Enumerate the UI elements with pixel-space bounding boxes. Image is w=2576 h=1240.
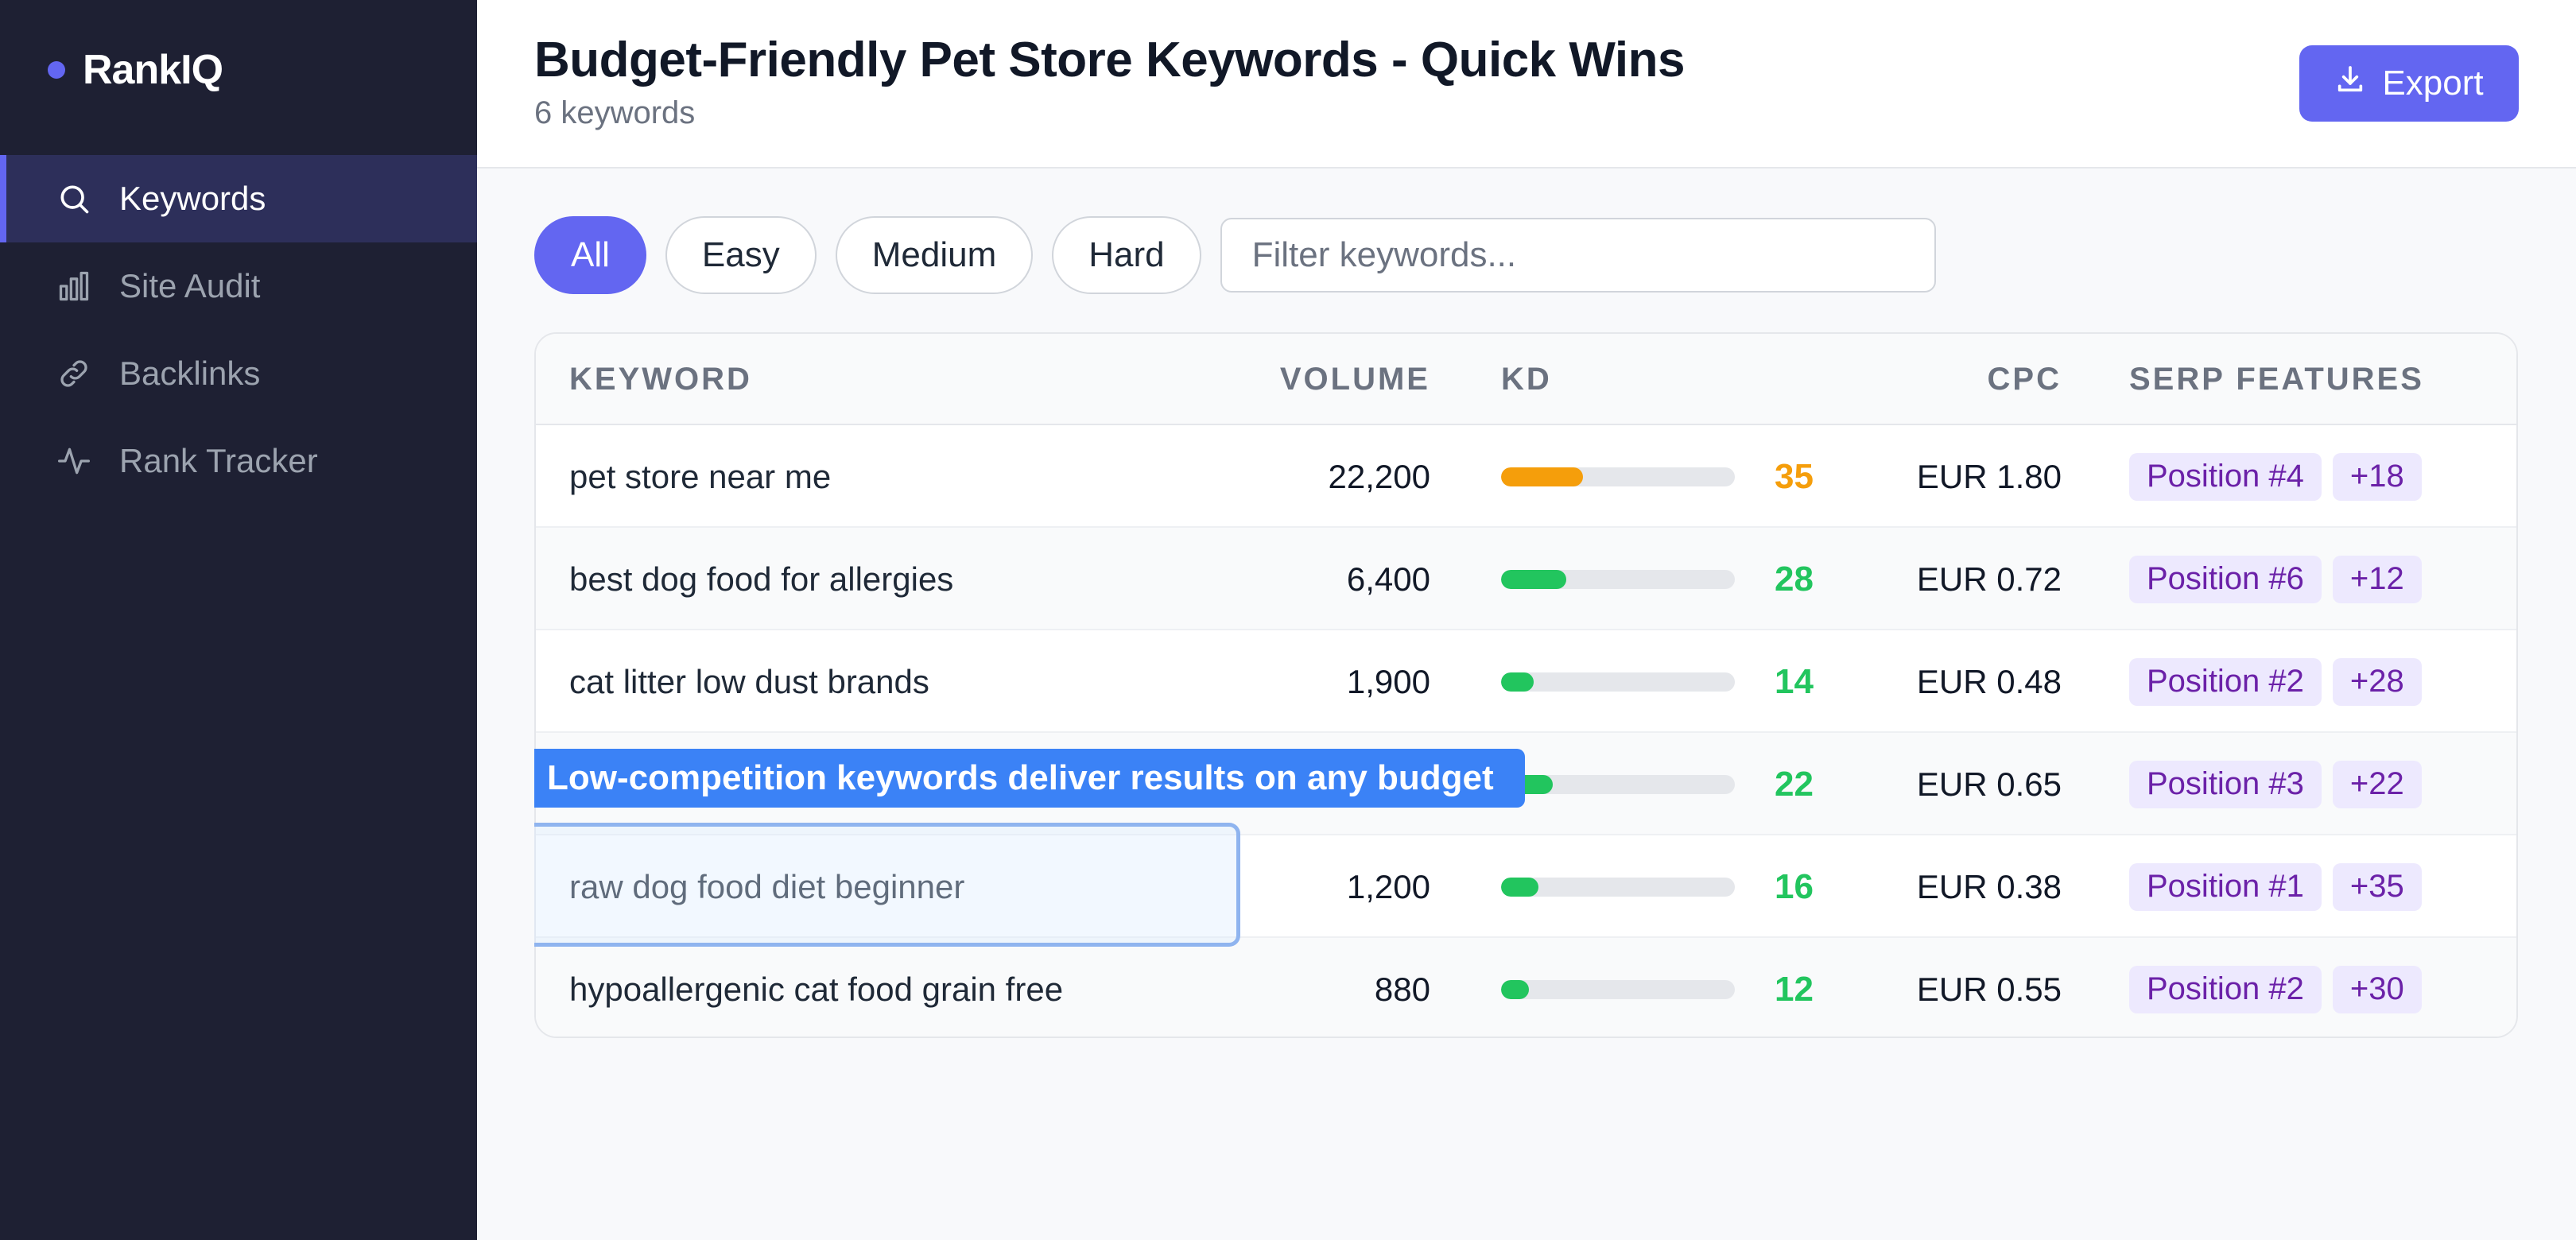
cpc-cell: EUR 0.38	[1916, 867, 2062, 905]
filter-keywords-input[interactable]	[1220, 218, 1936, 293]
table-row[interactable]: pet store near me 22,200 35 EUR 1.80 Pos…	[536, 425, 2516, 528]
keyword-count: 6 keywords	[534, 95, 696, 130]
cpc-cell: EUR 0.48	[1916, 662, 2062, 700]
sidebar-item-rank-tracker[interactable]: Rank Tracker	[0, 417, 477, 505]
sidebar-item-label: Backlinks	[119, 355, 261, 392]
export-label: Export	[2382, 64, 2484, 103]
table-row[interactable]: best dog food for allergies 6,400 28 EUR…	[536, 528, 2516, 630]
annotation-callout: Low-competition keywords deliver results…	[534, 749, 1525, 808]
column-header-volume[interactable]: VOLUME	[1279, 362, 1430, 397]
keyword-cell: best dog food for allergies	[569, 560, 954, 598]
position-badge: Position #6	[2129, 555, 2322, 603]
sidebar-nav: Keywords Site Audit Backlinks Rank Track…	[0, 155, 477, 505]
serp-features-cell: Position #4 +18	[2129, 425, 2422, 528]
extra-features-badge[interactable]: +12	[2332, 555, 2422, 603]
page-title: Budget-Friendly Pet Store Keywords - Qui…	[534, 33, 1685, 87]
brand[interactable]: RankIQ	[48, 46, 223, 94]
download-icon	[2334, 64, 2366, 104]
sidebar-item-label: Rank Tracker	[119, 442, 318, 479]
filter-pill-all[interactable]: All	[534, 216, 646, 294]
serp-features-cell: Position #1 +35	[2129, 835, 2422, 938]
sidebar-item-site-audit[interactable]: Site Audit	[0, 242, 477, 330]
cpc-cell: EUR 1.80	[1916, 457, 2062, 495]
kd-value: 12	[1775, 969, 1814, 1009]
extra-features-badge[interactable]: +18	[2332, 452, 2422, 501]
kd-value: 22	[1775, 764, 1814, 804]
volume-cell: 1,900	[1346, 662, 1430, 700]
kd-bar	[1501, 878, 1735, 897]
kd-value: 16	[1775, 866, 1814, 906]
serp-features-cell: Position #3 +22	[2129, 733, 2422, 835]
extra-features-badge[interactable]: +22	[2332, 760, 2422, 808]
position-badge: Position #2	[2129, 657, 2322, 706]
position-badge: Position #3	[2129, 760, 2322, 808]
row-highlight-box	[534, 823, 1240, 947]
kd-bar	[1501, 467, 1735, 486]
brand-name: RankIQ	[83, 47, 223, 93]
kd-value: 14	[1775, 661, 1814, 701]
keyword-cell: raw dog food diet beginner	[569, 867, 965, 905]
position-badge: Position #1	[2129, 862, 2322, 911]
kd-fill	[1501, 672, 1534, 692]
column-header-cpc[interactable]: CPC	[1987, 362, 2062, 397]
table-row[interactable]: cat litter low dust brands 1,900 14 EUR …	[536, 630, 2516, 733]
filter-pill-medium[interactable]: Medium	[835, 216, 1034, 294]
sidebar-item-label: Keywords	[119, 180, 266, 217]
sidebar: RankIQ Keywords Site Audit Backlinks Ran…	[0, 0, 477, 1240]
page-header: Budget-Friendly Pet Store Keywords - Qui…	[477, 0, 2576, 169]
table-header: KEYWORD VOLUME KD CPC SERP FEATURES	[536, 334, 2516, 425]
cpc-cell: EUR 0.65	[1916, 765, 2062, 803]
kd-bar	[1501, 775, 1735, 794]
volume-cell: 22,200	[1328, 457, 1430, 495]
column-header-kd[interactable]: KD	[1501, 362, 1552, 397]
kd-fill	[1501, 570, 1567, 589]
keyword-cell: pet store near me	[569, 457, 832, 495]
export-button[interactable]: Export	[2299, 45, 2519, 122]
kd-fill	[1501, 878, 1539, 897]
search-icon	[56, 180, 92, 217]
link-icon	[56, 355, 92, 392]
kd-fill	[1501, 467, 1583, 486]
serp-features-cell: Position #2 +28	[2129, 630, 2422, 733]
volume-cell: 6,400	[1346, 560, 1430, 598]
cpc-cell: EUR 0.72	[1916, 560, 2062, 598]
serp-features-cell: Position #6 +12	[2129, 528, 2422, 630]
keyword-cell: hypoallergenic cat food grain free	[569, 970, 1064, 1008]
bar-chart-icon	[56, 268, 92, 304]
serp-features-cell: Position #2 +30	[2129, 938, 2422, 1037]
keyword-cell: cat litter low dust brands	[569, 662, 929, 700]
kd-value: 35	[1775, 456, 1814, 496]
activity-icon	[56, 443, 92, 479]
kd-value: 28	[1775, 559, 1814, 599]
extra-features-badge[interactable]: +35	[2332, 862, 2422, 911]
sidebar-item-keywords[interactable]: Keywords	[0, 155, 477, 242]
kd-bar	[1501, 672, 1735, 692]
extra-features-badge[interactable]: +28	[2332, 657, 2422, 706]
kd-bar	[1501, 980, 1735, 999]
position-badge: Position #2	[2129, 965, 2322, 1013]
extra-features-badge[interactable]: +30	[2332, 965, 2422, 1013]
position-badge: Position #4	[2129, 452, 2322, 501]
table-row[interactable]: hypoallergenic cat food grain free 880 1…	[536, 938, 2516, 1037]
sidebar-item-label: Site Audit	[119, 267, 261, 304]
filter-pill-hard[interactable]: Hard	[1052, 216, 1201, 294]
filter-bar: All Easy Medium Hard	[534, 216, 1936, 294]
kd-bar	[1501, 570, 1735, 589]
sidebar-item-backlinks[interactable]: Backlinks	[0, 330, 477, 417]
volume-cell: 880	[1374, 970, 1430, 1008]
column-header-keyword[interactable]: KEYWORD	[569, 362, 752, 397]
volume-cell: 1,200	[1346, 867, 1430, 905]
table-row[interactable]: raw dog food diet beginner 1,200 16 EUR …	[536, 835, 2516, 938]
brand-dot-icon	[48, 61, 65, 79]
kd-fill	[1501, 980, 1530, 999]
filter-pill-easy[interactable]: Easy	[665, 216, 817, 294]
cpc-cell: EUR 0.55	[1916, 970, 2062, 1008]
column-header-serp-features[interactable]: SERP FEATURES	[2129, 362, 2424, 397]
keywords-table: KEYWORD VOLUME KD CPC SERP FEATURES pet …	[534, 332, 2518, 1038]
